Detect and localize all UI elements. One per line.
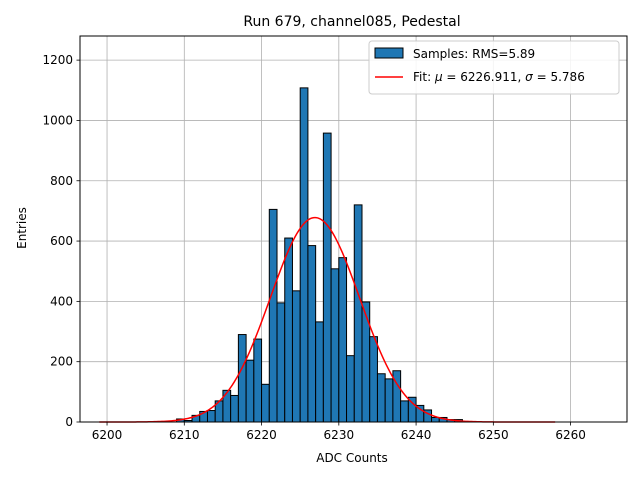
histogram-bar: [291, 290, 301, 423]
legend-fit-sigma-eq: =: [533, 70, 551, 84]
histogram-bar: [330, 268, 340, 423]
legend: Samples: RMS=5.89 Fit: μ = 6226.911, σ =…: [368, 40, 620, 95]
x-axis-label: ADC Counts: [316, 451, 388, 465]
legend-fit-sigma-value: 5.786: [550, 70, 584, 84]
y-tick-label: 1000: [42, 113, 73, 127]
y-tick-label: 800: [50, 174, 73, 188]
histogram-bar: [276, 302, 286, 423]
x-tick-label: 6230: [324, 428, 355, 442]
histogram-bar: [245, 359, 255, 423]
legend-fit-sep: ,: [518, 70, 526, 84]
histogram-bar: [299, 87, 309, 423]
plot-frame: [79, 35, 628, 423]
histogram-bar: [284, 237, 293, 423]
x-tick-label: 6220: [246, 428, 277, 442]
legend-fit-mu-eq: =: [443, 70, 461, 84]
x-tick-label: 6260: [555, 428, 586, 442]
legend-fit-label: Fit: μ = 6226.911, σ = 5.786: [413, 70, 585, 84]
y-tick-label: 600: [50, 234, 73, 248]
legend-fit-mu-value: 6226.911: [460, 70, 517, 84]
histogram-bars: [176, 87, 463, 423]
histogram-bar: [376, 373, 386, 423]
x-tick-label: 6240: [401, 428, 432, 442]
histogram-bar: [369, 336, 378, 423]
histogram-bar: [253, 338, 263, 423]
histogram-bar: [353, 204, 363, 423]
histogram-bar: [346, 355, 355, 423]
histogram-bar: [361, 301, 371, 423]
chart-title: Run 679, channel085, Pedestal: [243, 14, 460, 30]
y-tick-label: 1200: [42, 53, 73, 67]
histogram-bar: [322, 132, 332, 423]
y-axis-label: Entries: [15, 207, 29, 249]
histogram-bar: [400, 400, 409, 423]
x-tick-label: 6200: [92, 428, 123, 442]
histogram-bar: [206, 410, 216, 423]
histogram-bar: [230, 394, 239, 423]
histogram-bar: [261, 383, 270, 423]
legend-samples-label: Samples: RMS=5.89: [413, 47, 535, 61]
x-axis-ticks: 6200 6210 6220 6230 6240 6250 6260: [92, 422, 586, 442]
x-tick-label: 6210: [169, 428, 200, 442]
legend-fit-mu-symbol: μ: [434, 70, 443, 84]
x-tick-label: 6250: [478, 428, 509, 442]
histogram-bar: [338, 257, 348, 423]
y-axis-ticks: 0 200 400 600 800 1000 1200: [42, 53, 80, 429]
histogram-bar: [307, 245, 317, 423]
legend-samples-swatch: [374, 47, 404, 59]
y-tick-label: 0: [65, 415, 73, 429]
y-tick-label: 200: [50, 355, 73, 369]
y-tick-label: 400: [50, 294, 73, 308]
legend-fit-sigma-symbol: σ: [525, 70, 533, 84]
histogram-bar: [384, 378, 394, 423]
legend-box: [368, 40, 620, 95]
histogram-bar: [315, 321, 324, 423]
histogram-bar: [268, 208, 278, 423]
histogram-bar: [237, 334, 247, 423]
legend-fit-prefix: Fit:: [413, 70, 435, 84]
